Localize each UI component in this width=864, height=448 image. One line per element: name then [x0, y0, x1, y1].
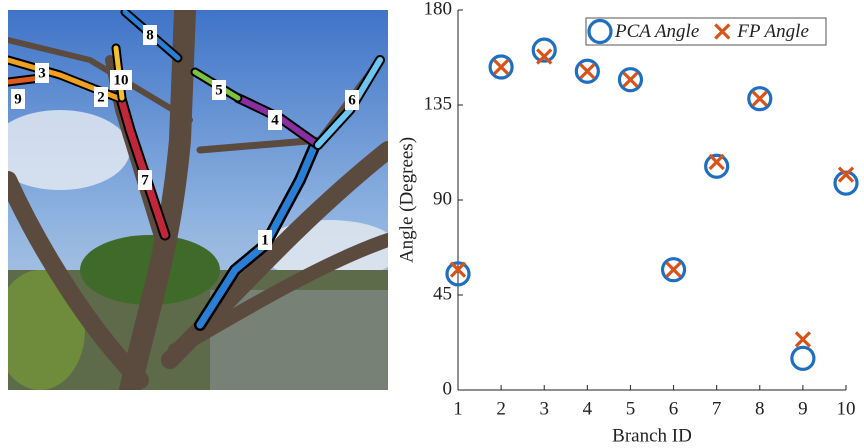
point	[531, 37, 557, 63]
x-tick-label: 9	[798, 398, 808, 419]
point	[751, 90, 768, 107]
label-box	[94, 87, 108, 107]
point	[449, 261, 467, 278]
point	[622, 71, 639, 88]
x-tick-label: 8	[755, 398, 765, 419]
x-tick-label: 1	[453, 398, 463, 419]
y-tick-label: 0	[443, 378, 453, 399]
branch-label: 4	[271, 112, 279, 128]
point	[790, 345, 816, 371]
label-box	[11, 89, 25, 109]
label-box	[138, 170, 152, 190]
x-tick-label: 2	[496, 398, 506, 419]
point	[708, 153, 725, 171]
y-tick-label: 135	[424, 93, 453, 114]
label-box	[143, 25, 157, 45]
photo: 1 2 3 4 5 6 7 8 9 10	[8, 10, 388, 390]
x-tick-label: 4	[583, 398, 593, 419]
point	[665, 261, 682, 278]
point	[445, 261, 471, 287]
point	[704, 153, 730, 179]
legend-box	[585, 17, 827, 46]
y-axis-label: Angle (Degrees)	[396, 137, 417, 263]
x-tick-label: 5	[626, 398, 636, 419]
point	[617, 67, 644, 93]
point	[837, 166, 855, 183]
legend-marker	[714, 23, 731, 40]
branch-label: 5	[215, 82, 223, 98]
point	[833, 170, 859, 196]
legend-label: PCA Angle	[614, 21, 699, 42]
label-box	[212, 80, 226, 100]
point	[660, 257, 687, 283]
x-tick-label: 3	[539, 398, 549, 419]
branch-label: 9	[14, 91, 22, 107]
branch-label: 7	[141, 172, 149, 188]
branch-label: 3	[38, 65, 46, 81]
legend-label: FP Angle	[736, 21, 809, 42]
point	[492, 58, 510, 76]
x-tick-label: 6	[669, 398, 679, 419]
point	[536, 48, 553, 65]
y-tick-label: 45	[433, 283, 452, 304]
label-box	[345, 90, 359, 110]
point	[747, 86, 773, 112]
x-tick-label: 10	[837, 398, 856, 419]
label-box	[35, 63, 49, 83]
label-box	[258, 230, 272, 250]
point	[579, 63, 596, 80]
branch-label: 1	[261, 232, 269, 248]
branch-label: 2	[97, 89, 105, 105]
y-tick-label: 180	[424, 0, 453, 19]
branch-label: 8	[146, 27, 154, 43]
point	[488, 54, 514, 80]
branch-label: 6	[348, 92, 356, 108]
point	[574, 58, 600, 84]
label-box	[268, 110, 282, 130]
x-axis-label: Branch ID	[612, 425, 692, 446]
branch-label: 10	[114, 72, 129, 88]
y-tick-label: 90	[433, 188, 452, 209]
x-tick-label: 7	[712, 398, 722, 419]
legend-marker	[587, 18, 613, 45]
label-box	[110, 70, 132, 90]
point	[794, 331, 812, 348]
